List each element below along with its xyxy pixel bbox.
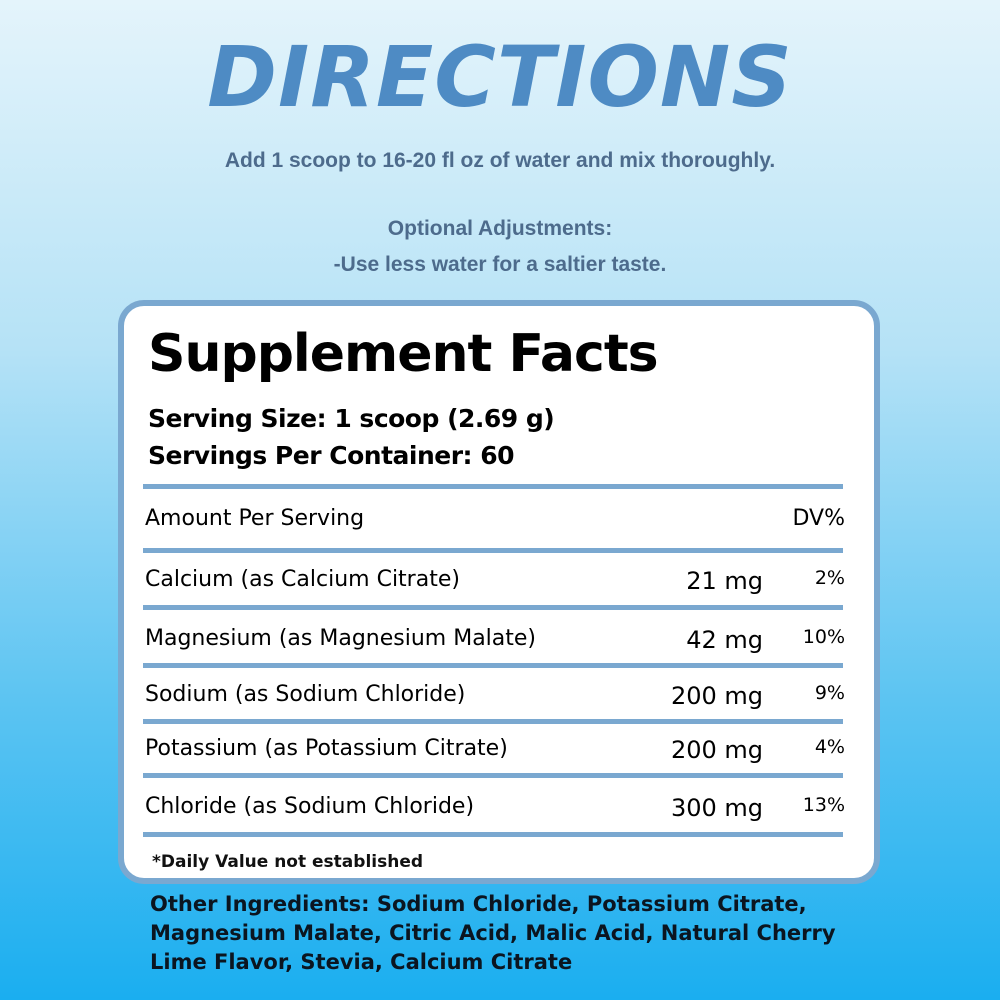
- nutrient-dv: 9%: [814, 682, 845, 704]
- table-header: Amount Per Serving DV%: [145, 506, 845, 531]
- nutrient-name: Chloride (as Sodium Chloride): [145, 794, 475, 819]
- directions-heading: DIRECTIONS: [207, 28, 793, 126]
- nutrient-amount: 300 mg: [670, 794, 763, 822]
- nutrient-name: Potassium (as Potassium Citrate): [145, 736, 508, 761]
- directions-text: Add 1 scoop to 16-20 fl oz of water and …: [224, 149, 776, 172]
- dv-header: DV%: [792, 506, 845, 531]
- nutrient-amount: 42 mg: [686, 626, 763, 654]
- nutrient-dv: 2%: [814, 567, 845, 589]
- table-row: Chloride (as Sodium Chloride) 300 mg 13%: [145, 794, 845, 824]
- divider: [143, 719, 843, 724]
- table-row: Calcium (as Calcium Citrate) 21 mg 2%: [145, 567, 845, 597]
- table-row: Potassium (as Potassium Citrate) 200 mg …: [145, 736, 845, 766]
- nutrient-dv: 10%: [802, 626, 845, 648]
- divider: [143, 605, 843, 610]
- nutrient-name: Calcium (as Calcium Citrate): [145, 567, 460, 592]
- nutrient-amount: 200 mg: [670, 736, 763, 764]
- servings-per-container: Servings Per Container: 60: [148, 441, 515, 470]
- amount-header: Amount Per Serving: [145, 506, 365, 531]
- nutrient-name: Sodium (as Sodium Chloride): [145, 682, 466, 707]
- supplement-facts-panel: Supplement Facts Serving Size: 1 scoop (…: [118, 300, 880, 884]
- supplement-facts-title: Supplement Facts: [148, 324, 659, 384]
- nutrient-dv: 4%: [814, 736, 845, 758]
- daily-value-footnote: *Daily Value not established: [152, 852, 424, 872]
- optional-adjustments-title: Optional Adjustments:: [387, 217, 613, 240]
- divider: [143, 548, 843, 553]
- table-row: Magnesium (as Magnesium Malate) 42 mg 10…: [145, 626, 845, 656]
- other-ingredients: Other Ingredients: Sodium Chloride, Pota…: [150, 892, 836, 974]
- nutrient-amount: 200 mg: [670, 682, 763, 710]
- optional-adjustments-text: -Use less water for a saltier taste.: [333, 253, 667, 276]
- nutrient-name: Magnesium (as Magnesium Malate): [145, 626, 537, 651]
- serving-size: Serving Size: 1 scoop (2.69 g): [148, 404, 555, 433]
- nutrient-dv: 13%: [802, 794, 845, 816]
- divider: [143, 663, 843, 668]
- divider: [143, 773, 843, 778]
- divider: [143, 484, 843, 489]
- nutrient-amount: 21 mg: [686, 567, 763, 595]
- divider: [143, 832, 843, 837]
- table-row: Sodium (as Sodium Chloride) 200 mg 9%: [145, 682, 845, 712]
